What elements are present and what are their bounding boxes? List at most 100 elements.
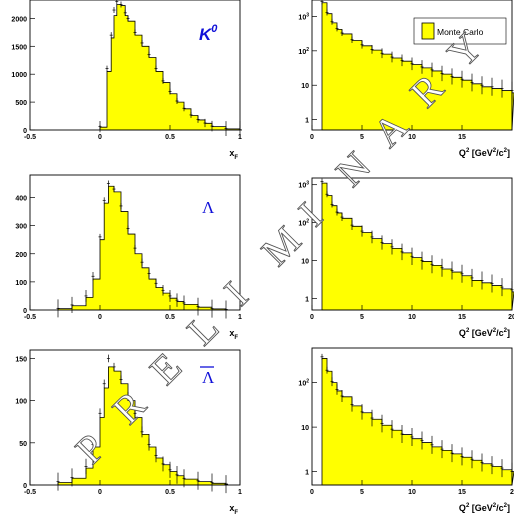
y-tick-label: 10 — [301, 425, 309, 432]
unit-superscript: 2 — [493, 503, 497, 509]
watermark-letter: E — [141, 344, 190, 393]
x-tick-label: -0.5 — [24, 314, 36, 321]
unit-close: ] — [507, 503, 510, 513]
x-axis-label: Q2 [GeV2/c2] — [459, 148, 510, 158]
y-tick-label: 1 — [305, 297, 309, 304]
unit-superscript: 2 — [493, 148, 497, 154]
x-axis-unit: [GeV — [469, 148, 493, 158]
y-tick-label: 150 — [15, 356, 27, 363]
y-tick-label: 103 — [298, 12, 309, 21]
y-tick-exponent: 2 — [306, 47, 309, 53]
y-tick-label: 400 — [15, 196, 27, 203]
y-tick-label: 102 — [298, 379, 309, 388]
watermark-letter: N — [327, 143, 379, 195]
x-tick-label: 0 — [98, 134, 102, 141]
x-tick-label: -0.5 — [24, 134, 36, 141]
x-tick-label: -0.5 — [24, 489, 36, 496]
y-tick-exponent: 3 — [306, 181, 309, 187]
panel-2: 0 5 10 15 1 10 102 103 Q2 [GeV2/c2] — [298, 0, 514, 158]
x-axis-unit: [GeV — [469, 328, 493, 338]
legend: Monte Carlo — [413, 17, 507, 45]
mc-histogram — [99, 4, 242, 131]
x-tick-label: 10 — [408, 314, 416, 321]
x-axis-unit: [GeV — [469, 503, 493, 513]
particle-k-superscript: 0 — [211, 23, 218, 35]
x-tick-label: 0.5 — [165, 314, 175, 321]
y-tick-label: 2000 — [11, 16, 27, 23]
y-tick-label: 1 — [305, 118, 309, 125]
y-tick-label: 102 — [298, 47, 309, 56]
y-tick-label: 500 — [15, 100, 27, 107]
x-tick-label: 15 — [458, 134, 466, 141]
unit-superscript: 2 — [493, 328, 497, 334]
mc-histogram — [321, 182, 514, 311]
x-tick-label: 0.5 — [165, 489, 175, 496]
unit-denominator: /c — [496, 148, 504, 158]
unit-denominator: /c — [496, 328, 504, 338]
x-tick-label: 0 — [98, 489, 102, 496]
unit-denominator: /c — [496, 503, 504, 513]
y-tick-exponent: 2 — [306, 379, 309, 385]
x-tick-label: 5 — [360, 134, 364, 141]
legend-swatch — [421, 22, 435, 40]
unit-close: ] — [507, 148, 510, 158]
x-axis-label: xF — [229, 503, 238, 516]
x-axis-superscript: 2 — [466, 503, 470, 509]
particle-label-k0: K0 — [199, 23, 218, 44]
x-axis-subscript: F — [234, 335, 238, 341]
x-axis-label: xF — [229, 148, 238, 161]
unit-superscript: 2 — [504, 503, 508, 509]
x-tick-label: 5 — [360, 314, 364, 321]
x-tick-label: 15 — [458, 314, 466, 321]
x-tick-label: 0 — [310, 314, 314, 321]
x-tick-label: 0 — [310, 134, 314, 141]
y-tick-label: 0 — [23, 308, 27, 315]
y-tick-label: 0 — [23, 128, 27, 135]
plot-frame — [29, 349, 241, 486]
x-axis-label: xF — [229, 328, 238, 341]
y-tick-label: 300 — [15, 224, 27, 231]
particle-label-lambda: Λ — [202, 198, 215, 217]
x-axis-subscript: F — [234, 155, 238, 161]
mc-histogram — [321, 358, 514, 486]
x-tick-label: 0 — [98, 314, 102, 321]
y-tick-label: 100 — [15, 280, 27, 287]
particle-k-letter: K — [199, 25, 213, 44]
x-axis-superscript: 2 — [466, 328, 470, 334]
y-tick-label: 10 — [301, 259, 309, 266]
panel-4: 0 5 10 15 20 1 10 102 103 Q2 [GeV2/c2] — [298, 177, 514, 338]
x-axis-label: Q2 [GeV2/c2] — [459, 503, 510, 513]
watermark-letter: I — [215, 273, 256, 314]
x-tick-label: 0.5 — [165, 134, 175, 141]
particle-label-antilambda: Λ — [202, 368, 215, 387]
x-tick-label: 2 — [510, 489, 514, 496]
plot-frame — [29, 174, 241, 311]
y-tick-label: 1 — [305, 470, 309, 477]
x-tick-label: 10 — [408, 489, 416, 496]
x-tick-label: 20 — [508, 314, 514, 321]
x-tick-label: 1 — [238, 314, 242, 321]
unit-close: ] — [507, 328, 510, 338]
y-tick-label: 103 — [298, 181, 309, 190]
y-tick-exponent: 2 — [306, 219, 309, 225]
x-tick-label: 0 — [310, 489, 314, 496]
y-tick-label: 102 — [298, 219, 309, 228]
y-tick-label: 1500 — [11, 44, 27, 51]
x-tick-label: 15 — [458, 489, 466, 496]
y-tick-label: 0 — [23, 483, 27, 490]
y-tick-label: 200 — [15, 252, 27, 259]
x-tick-label: 10 — [408, 134, 416, 141]
watermark-letter: L — [178, 304, 227, 353]
x-axis-superscript: 2 — [466, 148, 470, 154]
y-tick-label: 1000 — [11, 72, 27, 79]
legend-label: Monte Carlo — [437, 27, 484, 37]
x-tick-label: 1 — [238, 134, 242, 141]
y-tick-label: 50 — [19, 441, 27, 448]
panel-6: 0 5 10 15 2 1 10 102 Q2 [GeV2/c2] — [298, 347, 514, 513]
y-tick-label: 10 — [301, 83, 309, 90]
y-tick-exponent: 3 — [306, 12, 309, 18]
